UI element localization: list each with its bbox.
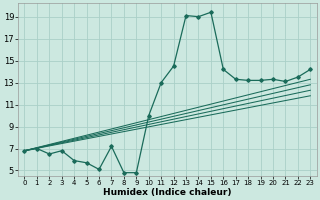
X-axis label: Humidex (Indice chaleur): Humidex (Indice chaleur) [103,188,232,197]
